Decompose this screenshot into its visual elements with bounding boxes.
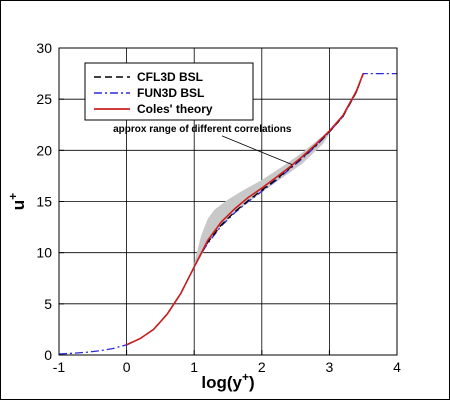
y-tick-label: 10 (36, 245, 52, 261)
x-tick-label: 1 (190, 359, 198, 375)
x-tick-label: 0 (123, 359, 131, 375)
annotation: approx range of different correlations (113, 124, 293, 166)
annotation-text: approx range of different correlations (113, 124, 292, 135)
series-line-coles-theory (126, 73, 364, 346)
y-tick-label: 5 (44, 296, 52, 312)
x-axis-label: log(y+) (201, 370, 254, 392)
annotation-leader-line (221, 135, 293, 166)
series-group (59, 72, 397, 355)
y-tick-label: 30 (36, 40, 52, 56)
legend-label: FUN3D BSL (137, 86, 204, 100)
y-tick-label: 25 (36, 91, 52, 107)
legend-label: CFL3D BSL (137, 70, 203, 84)
axis-labels: log(y+) u+ (6, 193, 255, 392)
x-tick-label: 4 (393, 359, 401, 375)
y-tick-label: 0 (44, 347, 52, 363)
y-axis-label: u+ (6, 193, 28, 210)
x-tick-label: -1 (53, 359, 66, 375)
y-tick-label: 20 (36, 142, 52, 158)
y-tick-label: 15 (36, 194, 52, 210)
legend-label: Coles' theory (137, 102, 213, 116)
legend-box (84, 62, 254, 121)
legend: CFL3D BSL FUN3D BSL Coles' theory (84, 62, 254, 121)
x-tick-label: 3 (326, 359, 334, 375)
x-tick-label: 2 (258, 359, 266, 375)
